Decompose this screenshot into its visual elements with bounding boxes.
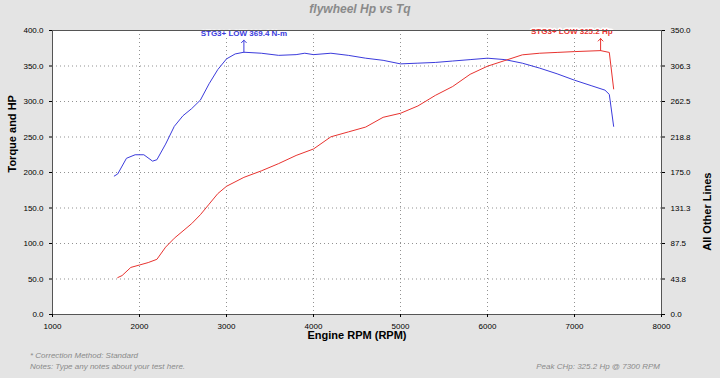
html-text:Notes: Type any notes about yo: Notes: Type any notes about your test he… xyxy=(30,362,186,371)
svg-text:3000: 3000 xyxy=(218,322,236,331)
svg-text:Engine RPM (RPM): Engine RPM (RPM) xyxy=(308,329,407,341)
svg-text:350.0: 350.0 xyxy=(23,62,44,71)
svg-text:350.0: 350.0 xyxy=(671,26,692,35)
svg-text:175.0: 175.0 xyxy=(671,168,692,177)
svg-text:200.0: 200.0 xyxy=(23,168,44,177)
svg-text:218.8: 218.8 xyxy=(671,133,692,142)
svg-text:Torque and HP: Torque and HP xyxy=(6,95,18,172)
svg-text:306.3: 306.3 xyxy=(671,62,692,71)
svg-text:400.0: 400.0 xyxy=(23,26,44,35)
svg-text:5000: 5000 xyxy=(391,322,410,332)
svg-text:8000: 8000 xyxy=(653,322,671,331)
svg-text:STG3+ LOW 325.2 Hp: STG3+ LOW 325.2 Hp xyxy=(531,27,613,36)
html-text:flywheel Hp vs Tq: flywheel Hp vs Tq xyxy=(309,2,411,16)
svg-text:2000: 2000 xyxy=(131,322,149,331)
svg-text:250.0: 250.0 xyxy=(23,133,44,142)
svg-text:43.8: 43.8 xyxy=(671,275,687,284)
svg-text:262.5: 262.5 xyxy=(671,97,692,106)
html-text:Peak CHp: 325.2 Hp @ 7300 RPM: Peak CHp: 325.2 Hp @ 7300 RPM xyxy=(536,362,660,371)
svg-text:50.0: 50.0 xyxy=(28,275,44,284)
svg-text:All Other Lines: All Other Lines xyxy=(701,173,713,251)
html-text:* Correction Method: Standard: * Correction Method: Standard xyxy=(30,351,139,360)
svg-text:STG3+ LOW 369.4 N-m: STG3+ LOW 369.4 N-m xyxy=(200,28,288,38)
svg-text:1000: 1000 xyxy=(44,322,62,331)
svg-text:7000: 7000 xyxy=(566,322,584,331)
svg-text:6000: 6000 xyxy=(479,322,497,331)
svg-text:0.0: 0.0 xyxy=(32,310,44,319)
svg-text:131.3: 131.3 xyxy=(671,204,692,213)
svg-text:87.5: 87.5 xyxy=(671,239,687,248)
svg-text:300.0: 300.0 xyxy=(23,97,44,106)
svg-text:100.0: 100.0 xyxy=(23,239,44,248)
svg-text:4000: 4000 xyxy=(304,322,323,332)
svg-text:150.0: 150.0 xyxy=(23,204,44,213)
svg-text:0.0: 0.0 xyxy=(671,310,683,319)
